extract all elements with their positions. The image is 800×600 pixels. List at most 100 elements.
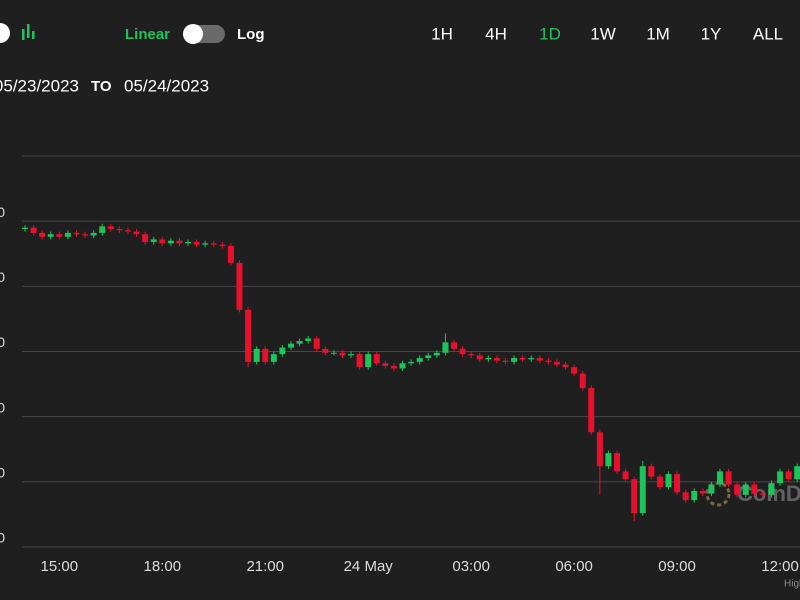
candle-body — [674, 474, 681, 493]
candle-body — [245, 309, 252, 362]
bar-icon[interactable] — [22, 24, 35, 40]
candle-body — [124, 230, 131, 232]
credit[interactable]: Highcharts.com — [784, 579, 800, 590]
candle-body — [468, 354, 475, 356]
candle-body — [442, 342, 449, 353]
y-tick-label: 26,250 — [0, 530, 5, 546]
candle-body — [90, 232, 97, 236]
candle-body — [579, 373, 586, 388]
candle-body — [656, 476, 663, 488]
candle-body — [150, 239, 157, 243]
icon-bar — [32, 31, 35, 39]
candle-body — [176, 240, 183, 244]
candle-body — [451, 342, 457, 349]
candle-body — [47, 234, 54, 237]
candle-body — [665, 474, 672, 488]
y-tick-label: 26,750 — [0, 399, 5, 415]
candle-body — [39, 232, 46, 237]
x-tick-label: 18:00 — [144, 558, 182, 575]
candle-body — [751, 484, 758, 494]
candle-body — [639, 466, 646, 514]
candle-body — [433, 352, 440, 356]
candle-body — [691, 490, 698, 501]
date-separator: TO — [91, 78, 112, 95]
candle-body — [485, 358, 492, 360]
candle-body — [631, 479, 638, 514]
candle-body — [262, 348, 269, 362]
x-tick-label: 21:00 — [246, 558, 284, 575]
range-button[interactable]: 4H — [485, 24, 507, 43]
candle-body — [185, 242, 192, 244]
candle-body — [279, 347, 286, 355]
candle-body — [408, 361, 415, 364]
range-button[interactable]: 1D — [539, 24, 561, 43]
scale-option[interactable]: Linear — [125, 26, 170, 43]
chart-type-icon[interactable] — [0, 23, 10, 43]
candle-body — [373, 354, 380, 364]
candle-body — [425, 355, 432, 359]
range-button[interactable]: 1M — [646, 24, 670, 43]
candle-body — [116, 228, 123, 231]
candle-body — [82, 234, 89, 236]
range-button[interactable]: 1Y — [701, 24, 722, 43]
candle-body — [553, 361, 560, 365]
icon-bar — [27, 24, 30, 38]
candle-body — [648, 466, 655, 477]
x-tick-label: 15:00 — [41, 558, 79, 575]
candle-body — [167, 240, 174, 244]
range-button[interactable]: 1H — [431, 24, 453, 43]
candle-body — [759, 493, 766, 495]
candle-body — [511, 358, 518, 362]
candle-body — [22, 227, 28, 229]
candle-body — [287, 343, 294, 348]
candle-body — [202, 243, 209, 245]
candle-body — [56, 234, 63, 237]
candle-body — [476, 355, 483, 360]
x-tick-label: 06:00 — [555, 558, 593, 575]
candle-body — [399, 363, 406, 369]
candle-body — [365, 354, 372, 368]
range-button[interactable]: ALL — [753, 24, 783, 43]
candle-body — [356, 354, 363, 368]
plot — [22, 155, 800, 548]
candle-body — [219, 244, 226, 246]
candle-body — [682, 492, 689, 501]
candle-body — [502, 360, 509, 362]
candle-body — [777, 471, 784, 484]
y-tick-label: 27,500 — [0, 204, 5, 220]
candle-body — [390, 365, 397, 369]
candle-body — [545, 360, 552, 362]
candle-body — [313, 338, 320, 349]
candle-body — [339, 352, 346, 356]
candle-body — [99, 226, 106, 233]
candle-body — [64, 232, 71, 237]
candle-body — [459, 348, 466, 355]
candle-body — [699, 490, 706, 494]
candle-body — [73, 232, 80, 235]
candle-body — [210, 243, 217, 245]
candle-body — [142, 234, 149, 243]
candle-body — [562, 364, 569, 368]
candle-body — [416, 358, 423, 362]
candle-body — [528, 358, 535, 360]
candle-body — [571, 367, 578, 374]
candle-body — [305, 338, 312, 342]
candle-body — [708, 484, 715, 494]
candle-body — [270, 354, 277, 362]
candle-body — [159, 239, 166, 244]
date-from: 05/23/2023 — [0, 76, 79, 95]
candle-body — [30, 227, 37, 233]
range-button[interactable]: 1W — [590, 24, 616, 43]
candle-body — [614, 453, 621, 472]
candle-body — [330, 352, 337, 354]
scale-option[interactable]: Log — [237, 26, 265, 43]
candle-body — [382, 363, 389, 366]
candle-body — [734, 484, 741, 495]
candle-body — [296, 341, 303, 344]
candle-body — [605, 453, 612, 467]
candle-body — [596, 432, 603, 467]
candle-body — [519, 358, 526, 360]
